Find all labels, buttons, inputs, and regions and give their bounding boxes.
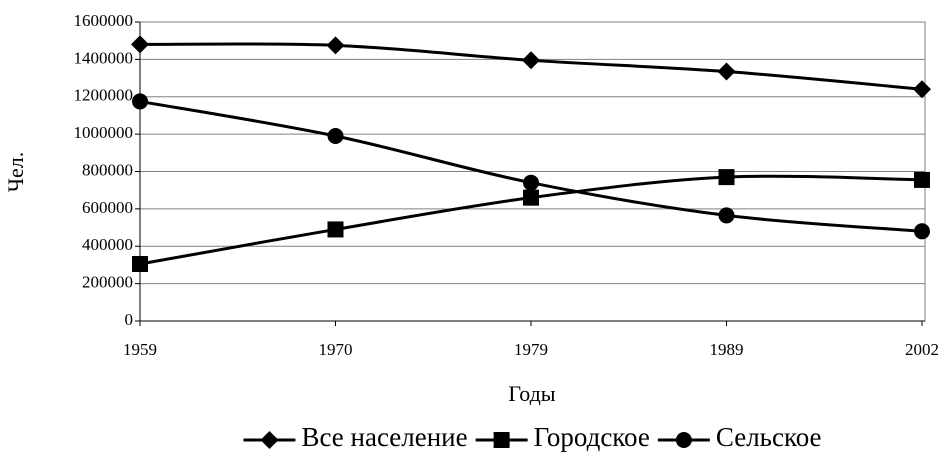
marker xyxy=(327,221,344,238)
legend-label: Городское xyxy=(534,422,650,452)
y-tick-label: 800000 xyxy=(82,160,133,179)
y-tick-label: 1000000 xyxy=(74,123,134,142)
y-tick-label: 1200000 xyxy=(74,86,134,105)
marker xyxy=(522,51,540,70)
x-tick-label: 2002 xyxy=(905,340,939,359)
marker xyxy=(675,432,692,448)
y-tick-label: 1600000 xyxy=(74,11,134,30)
y-tick-label: 1400000 xyxy=(74,48,134,67)
y-tick-label: 400000 xyxy=(82,235,133,254)
x-tick-label: 1959 xyxy=(123,340,157,359)
legend: Все население Городское Сельское xyxy=(243,422,822,452)
y-tick-label: 0 xyxy=(125,310,134,329)
x-tick-label: 1989 xyxy=(710,340,744,359)
marker xyxy=(523,189,539,206)
marker xyxy=(914,171,930,188)
marker xyxy=(914,223,930,240)
marker xyxy=(493,432,510,448)
x-axis-label: Годы xyxy=(508,381,555,406)
y-tick-label: 200000 xyxy=(82,273,133,292)
marker xyxy=(131,35,149,54)
marker xyxy=(718,169,735,186)
marker xyxy=(327,127,344,144)
marker xyxy=(326,36,345,55)
y-axis-label: Чел. xyxy=(3,152,28,193)
marker xyxy=(260,431,279,449)
legend-label: Сельское xyxy=(716,422,822,452)
legend-label: Все население xyxy=(301,422,467,452)
marker xyxy=(913,80,931,99)
x-tick-label: 1970 xyxy=(319,340,353,359)
marker xyxy=(718,207,735,224)
marker xyxy=(717,62,736,81)
marker xyxy=(132,256,148,273)
y-tick-label: 600000 xyxy=(82,198,133,217)
marker xyxy=(523,174,539,191)
x-tick-label: 1979 xyxy=(514,340,548,359)
series-line xyxy=(139,99,923,233)
marker xyxy=(132,93,148,110)
